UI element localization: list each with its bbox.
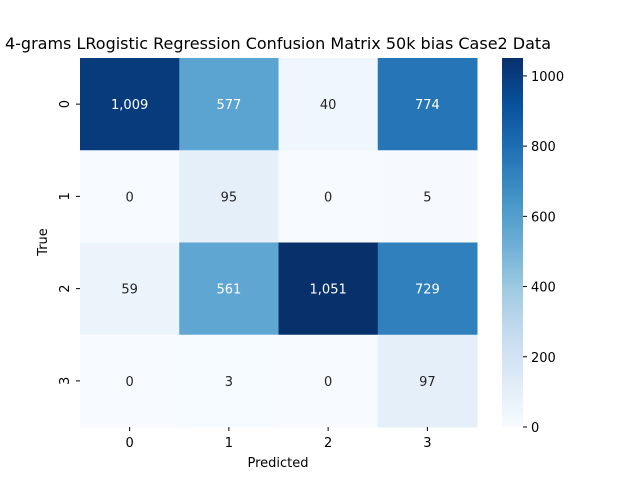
x-axis-ticks: 0 1 2 3 [125, 427, 432, 451]
heatmap-cell-1-0 [80, 150, 180, 243]
colorbar-tick-label-1: 200 [531, 351, 556, 366]
cell-label-1-2: 0 [324, 190, 332, 205]
heatmap-cell-3-3 [377, 334, 478, 428]
cell-label-3-0: 0 [125, 375, 133, 390]
y-tick-label-3: 3 [58, 377, 73, 385]
heatmap-cell-0-2 [278, 58, 379, 151]
cell-label-3-1: 3 [225, 375, 233, 390]
y-tick-label-1: 1 [58, 192, 73, 200]
colorbar-tick-label-5: 1000 [531, 70, 564, 85]
cell-label-2-2: 1,051 [310, 283, 347, 298]
cell-label-2-3: 729 [415, 283, 440, 298]
x-tick-label-0: 0 [125, 436, 133, 451]
cell-label-1-1: 95 [221, 190, 238, 205]
y-axis-label: True [36, 228, 51, 257]
heatmap-cell-1-1 [179, 150, 279, 243]
cell-label-2-0: 59 [121, 283, 138, 298]
chart-title: 4-grams LRogistic Regression Confusion M… [5, 34, 551, 53]
y-tick-label-0: 0 [58, 100, 73, 108]
cell-label-0-0: 1,009 [111, 98, 148, 113]
colorbar [502, 58, 523, 427]
cell-label-2-1: 561 [216, 283, 241, 298]
cell-label-0-3: 774 [415, 98, 440, 113]
heatmap-cells: 1,009 577 40 774 0 95 0 5 59 561 1,051 729 0 3 0 97 [80, 58, 478, 428]
heatmap-cell-3-0 [80, 334, 180, 428]
x-axis-label: Predicted [247, 456, 308, 471]
x-tick-label-2: 2 [324, 436, 332, 451]
heatmap-cell-3-2 [278, 334, 379, 428]
heatmap-cell-0-3 [377, 58, 478, 151]
cell-label-0-1: 577 [216, 98, 241, 113]
heatmap-cell-0-0 [80, 58, 180, 151]
heatmap-cell-2-2 [278, 242, 379, 336]
colorbar-ticks: 0 200 400 600 800 1000 [523, 70, 564, 436]
heatmap-cell-1-2 [278, 150, 379, 243]
cell-label-3-2: 0 [324, 375, 332, 390]
cell-label-1-0: 0 [125, 190, 133, 205]
x-tick-label-1: 1 [225, 436, 233, 451]
y-axis-ticks: 0 1 2 3 [58, 100, 80, 385]
heatmap-cell-2-1 [179, 242, 279, 336]
heatmap-cell-0-1 [179, 58, 279, 151]
colorbar-tick-label-2: 400 [531, 281, 556, 296]
x-tick-label-3: 3 [423, 436, 431, 451]
cell-label-3-3: 97 [419, 375, 436, 390]
cell-label-0-2: 40 [320, 98, 337, 113]
heatmap-cell-1-3 [377, 150, 478, 243]
y-tick-label-2: 2 [58, 284, 73, 292]
heatmap-cell-3-1 [179, 334, 279, 428]
colorbar-tick-label-0: 0 [531, 421, 539, 436]
heatmap-cell-2-3 [377, 242, 478, 336]
colorbar-tick-label-3: 600 [531, 210, 556, 225]
colorbar-tick-label-4: 800 [531, 140, 556, 155]
cell-label-1-3: 5 [423, 190, 431, 205]
heatmap-cell-2-0 [80, 242, 180, 336]
